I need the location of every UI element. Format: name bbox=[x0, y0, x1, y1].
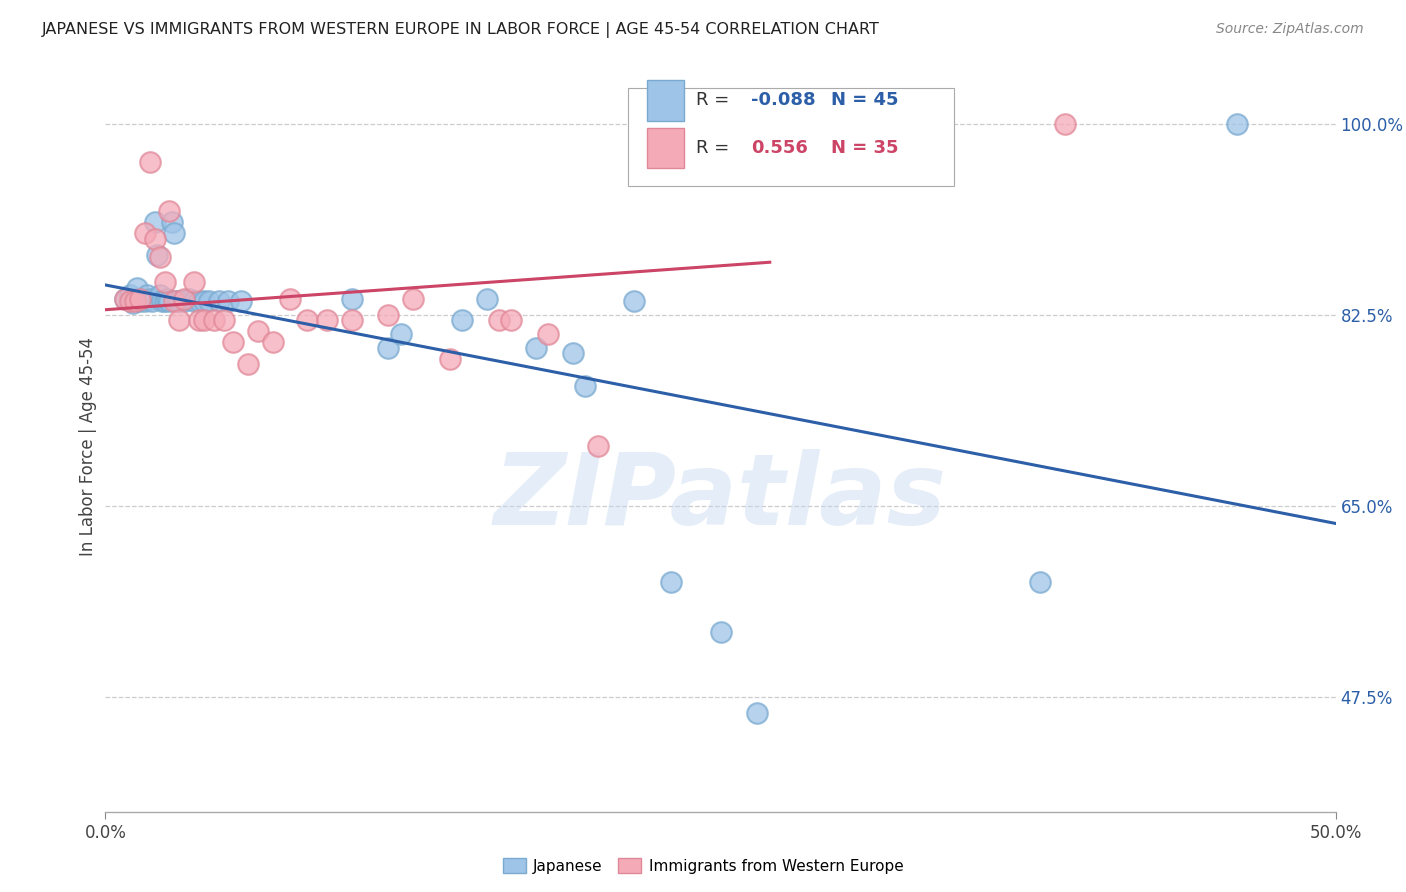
Point bbox=[278, 292, 301, 306]
Point bbox=[340, 292, 363, 306]
Point bbox=[402, 292, 425, 306]
Point bbox=[759, 117, 782, 131]
Point bbox=[183, 275, 205, 289]
Point bbox=[149, 250, 172, 264]
Point bbox=[150, 293, 173, 308]
Point bbox=[163, 226, 186, 240]
Point bbox=[169, 313, 191, 327]
Point bbox=[475, 292, 498, 306]
Point bbox=[188, 313, 211, 327]
Point bbox=[136, 288, 159, 302]
Point bbox=[146, 248, 169, 262]
FancyBboxPatch shape bbox=[628, 87, 955, 186]
Point bbox=[149, 288, 172, 302]
Text: 0.556: 0.556 bbox=[751, 139, 808, 157]
Point bbox=[120, 288, 141, 302]
Text: R =: R = bbox=[696, 91, 735, 110]
Point bbox=[1226, 117, 1249, 131]
Point bbox=[488, 313, 510, 327]
Point bbox=[143, 231, 166, 245]
Point bbox=[340, 313, 363, 327]
Point bbox=[439, 351, 461, 366]
Text: Source: ZipAtlas.com: Source: ZipAtlas.com bbox=[1216, 22, 1364, 37]
Point bbox=[377, 341, 399, 355]
Point bbox=[159, 293, 180, 308]
Point bbox=[188, 293, 211, 308]
Point bbox=[1054, 117, 1077, 131]
Point bbox=[129, 293, 152, 308]
Point bbox=[134, 293, 156, 308]
Point bbox=[262, 335, 284, 350]
Point bbox=[134, 226, 156, 240]
Point bbox=[586, 439, 609, 453]
Point bbox=[163, 293, 186, 308]
Point bbox=[501, 313, 523, 327]
Point bbox=[127, 281, 149, 295]
Point bbox=[247, 324, 270, 338]
Point bbox=[138, 292, 162, 306]
Point bbox=[121, 296, 143, 310]
Text: N = 35: N = 35 bbox=[831, 139, 898, 157]
Point bbox=[153, 293, 176, 308]
Point bbox=[222, 335, 245, 350]
Point bbox=[661, 575, 683, 590]
Point bbox=[143, 215, 166, 229]
Point bbox=[173, 292, 195, 306]
FancyBboxPatch shape bbox=[647, 80, 683, 120]
Point bbox=[124, 293, 146, 308]
Point bbox=[114, 292, 136, 306]
Point bbox=[524, 341, 547, 355]
Point bbox=[141, 293, 163, 308]
Point bbox=[451, 313, 474, 327]
Point bbox=[179, 292, 201, 306]
Point bbox=[208, 293, 231, 308]
Text: ZIPatlas: ZIPatlas bbox=[494, 449, 948, 546]
Text: R =: R = bbox=[696, 139, 735, 157]
Legend: Japanese, Immigrants from Western Europe: Japanese, Immigrants from Western Europe bbox=[496, 852, 910, 880]
Text: JAPANESE VS IMMIGRANTS FROM WESTERN EUROPE IN LABOR FORCE | AGE 45-54 CORRELATIO: JAPANESE VS IMMIGRANTS FROM WESTERN EURO… bbox=[42, 22, 880, 38]
Point bbox=[747, 706, 769, 721]
Point bbox=[623, 293, 645, 308]
Point bbox=[537, 326, 560, 341]
Text: N = 45: N = 45 bbox=[831, 91, 898, 110]
Point bbox=[183, 293, 205, 308]
Point bbox=[297, 313, 319, 327]
Point bbox=[166, 293, 188, 308]
Point bbox=[120, 293, 141, 308]
Point bbox=[153, 275, 176, 289]
Point bbox=[710, 624, 733, 639]
Point bbox=[202, 313, 225, 327]
Point bbox=[129, 292, 152, 306]
Point bbox=[236, 357, 260, 371]
Point bbox=[159, 204, 180, 219]
Point bbox=[156, 292, 179, 306]
Point bbox=[173, 293, 195, 308]
Point bbox=[562, 346, 585, 360]
Point bbox=[229, 293, 252, 308]
Point bbox=[124, 292, 146, 306]
Y-axis label: In Labor Force | Age 45-54: In Labor Force | Age 45-54 bbox=[79, 336, 97, 556]
Point bbox=[160, 215, 183, 229]
Point bbox=[315, 313, 337, 327]
Point bbox=[169, 293, 191, 308]
Text: -0.088: -0.088 bbox=[751, 91, 815, 110]
Point bbox=[377, 308, 399, 322]
Point bbox=[138, 155, 162, 169]
Point bbox=[212, 313, 235, 327]
Point bbox=[197, 293, 221, 308]
Point bbox=[218, 293, 240, 308]
FancyBboxPatch shape bbox=[647, 128, 683, 168]
Point bbox=[193, 293, 215, 308]
Point bbox=[114, 292, 136, 306]
Point bbox=[574, 379, 596, 393]
Point bbox=[389, 326, 412, 341]
Point bbox=[1029, 575, 1052, 590]
Point bbox=[193, 313, 215, 327]
Point bbox=[131, 292, 153, 306]
